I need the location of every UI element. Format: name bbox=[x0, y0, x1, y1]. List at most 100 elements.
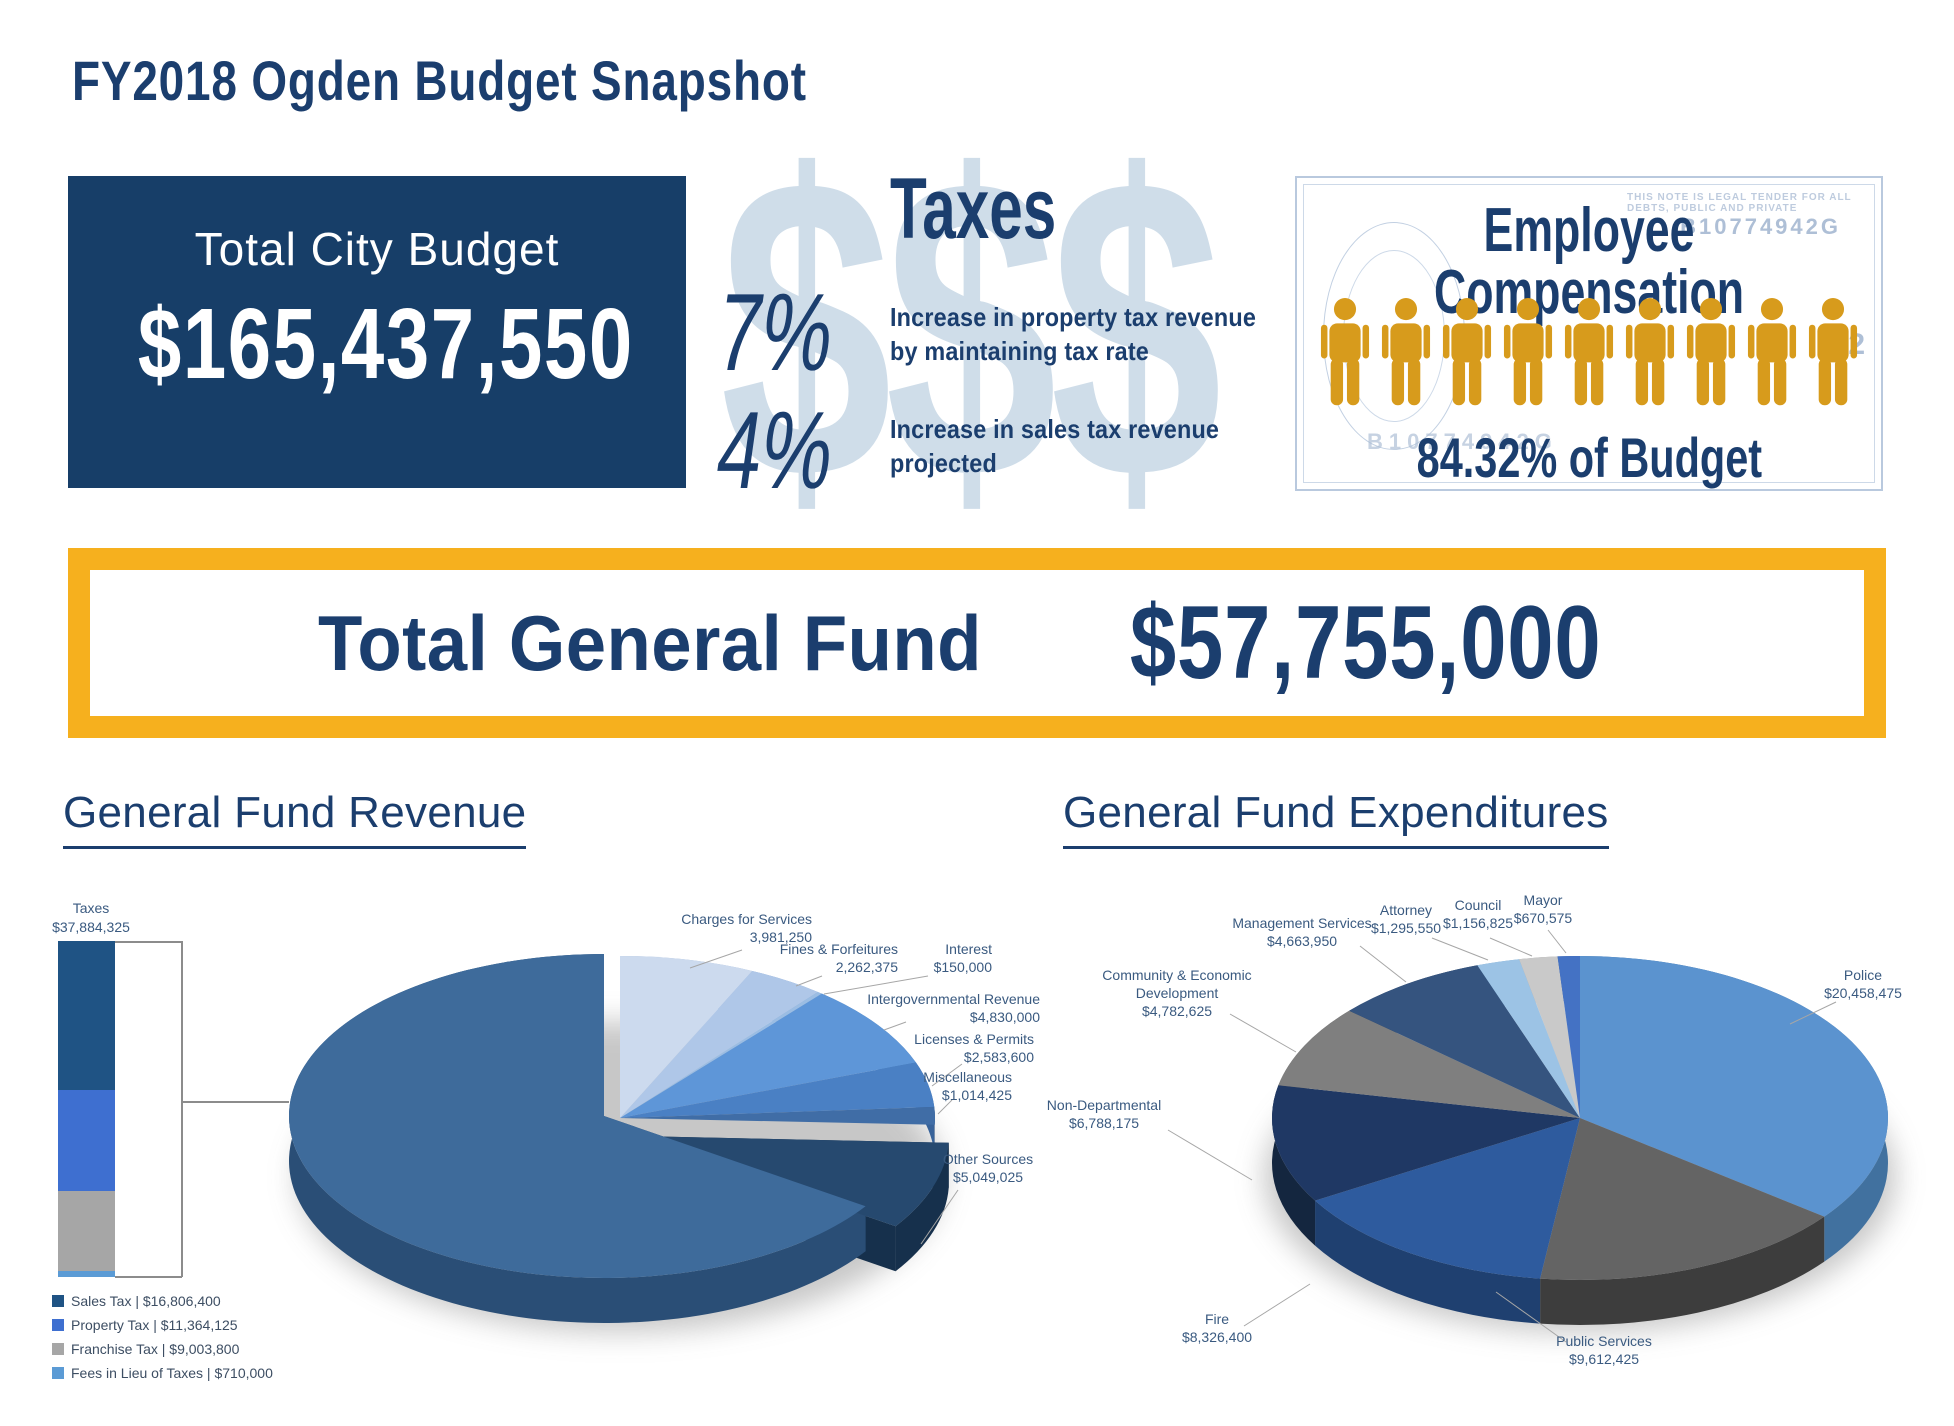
pie-slice-value: 2,262,375 bbox=[835, 959, 898, 975]
taxes-breakdown-bar bbox=[58, 941, 115, 1278]
pie-slice-name: Mayor bbox=[1523, 892, 1563, 908]
sales-tax-percent: 4% bbox=[709, 389, 842, 512]
page-title: FY2018 Ogden Budget Snapshot bbox=[72, 49, 807, 112]
bar-segment-franchise-tax bbox=[58, 1190, 115, 1271]
person-icon bbox=[1686, 298, 1736, 406]
sales-tax-desc-line2: projected bbox=[890, 448, 997, 478]
revenue-chart-title: General Fund Revenue bbox=[63, 788, 527, 849]
pie-slice-value: $1,156,825 bbox=[1442, 915, 1514, 931]
legend-item: Fees in Lieu of Taxes | $710,000 bbox=[52, 1365, 273, 1381]
employee-compensation-panel: THIS NOTE IS LEGAL TENDER FOR ALL DEBTS,… bbox=[1295, 176, 1883, 491]
legend-item: Property Tax | $11,364,125 bbox=[52, 1317, 238, 1333]
pie-slice-value: $4,663,950 bbox=[1266, 933, 1338, 949]
pie-slice-value: 3,981,250 bbox=[749, 929, 812, 945]
bracket-line-vertical bbox=[181, 941, 183, 1277]
pie-slice-label: Police $20,458,475 bbox=[1798, 966, 1928, 1002]
person-icon bbox=[1564, 298, 1614, 406]
bar-segment-sales-tax bbox=[58, 941, 115, 1091]
pie-slice-label: Mayor $670,575 bbox=[1500, 891, 1586, 927]
property-tax-desc-line1: Increase in property tax revenue bbox=[890, 302, 1257, 332]
person-icon bbox=[1320, 298, 1370, 406]
legend-swatch bbox=[52, 1367, 64, 1379]
bracket-line-to-pie bbox=[182, 1101, 289, 1103]
pie-slice-name: Intergovernmental Revenue bbox=[867, 991, 1040, 1007]
pie-slice-name: Fines & Forfeitures bbox=[779, 941, 898, 957]
property-tax-description: Increase in property tax revenue by main… bbox=[890, 300, 1256, 368]
bill-serial-bottom: B10774942G bbox=[1367, 429, 1558, 454]
employee-compensation-footer-text: 84.32% of Budget bbox=[1416, 426, 1762, 489]
pie-slice-label: Miscellaneous $1,014,425 bbox=[866, 1068, 1012, 1104]
property-tax-percent: 7% bbox=[709, 271, 842, 394]
legend-label: Property Tax | $11,364,125 bbox=[71, 1317, 238, 1333]
pie-slice-label: Public Services $9,612,425 bbox=[1538, 1332, 1670, 1368]
pie-slice-name: Attorney bbox=[1379, 902, 1433, 918]
people-icons-row bbox=[1297, 286, 1881, 418]
person-icon bbox=[1442, 298, 1492, 406]
legend-label: Franchise Tax | $9,003,800 bbox=[71, 1341, 240, 1357]
property-tax-desc-line2: by maintaining tax rate bbox=[890, 336, 1150, 366]
pie-slice-name: Licenses & Permits bbox=[914, 1031, 1034, 1047]
bracket-line-bottom bbox=[115, 1276, 182, 1278]
taxes-panel: $ $ $ Taxes 7% Increase in property tax re… bbox=[700, 114, 1300, 544]
legend-item: Sales Tax | $16,806,400 bbox=[52, 1293, 221, 1309]
bracket-line-top bbox=[115, 941, 182, 943]
pie-slice-name: Council bbox=[1454, 897, 1502, 913]
dollar-sign-glyph: $ bbox=[885, 89, 1058, 569]
total-city-budget-card: Total City Budget $165,437,550 bbox=[68, 176, 686, 488]
bill-serial-top: B10774942G bbox=[1680, 214, 1841, 239]
bill-micro-text: THIS NOTE IS LEGAL TENDER FOR ALL DEBTS,… bbox=[1627, 192, 1852, 214]
person-icon bbox=[1808, 298, 1858, 406]
legend-swatch bbox=[52, 1319, 64, 1331]
pie-slice-name: Non-Departmental bbox=[1046, 1097, 1162, 1113]
taxes-breakdown-bar-label: Taxes $37,884,325 bbox=[16, 899, 166, 937]
bar-segment-property-tax bbox=[58, 1090, 115, 1191]
pie-slice-label: Intergovernmental Revenue $4,830,000 bbox=[828, 990, 1040, 1026]
pie-slice-value: $1,295,550 bbox=[1370, 920, 1442, 936]
pie-slice-value: $1,014,425 bbox=[941, 1087, 1012, 1103]
pie-slice-label: Fire $8,326,400 bbox=[1162, 1310, 1272, 1346]
pie-slice-value: $670,575 bbox=[1513, 910, 1573, 926]
pie-slice-label: Licenses & Permits $2,583,600 bbox=[858, 1030, 1034, 1066]
pie-slice-label: Attorney $1,295,550 bbox=[1356, 901, 1456, 937]
pie-slice-value: $150,000 bbox=[933, 959, 992, 975]
expenditure-chart-title: General Fund Expenditures bbox=[1063, 788, 1609, 849]
person-icon bbox=[1747, 298, 1797, 406]
pie-slice-label: Fines & Forfeitures 2,262,375 bbox=[762, 940, 898, 976]
bar-segment-fees-in-lieu-of-taxes bbox=[58, 1270, 115, 1278]
total-general-fund-banner: Total General Fund $57,755,000 bbox=[68, 548, 1886, 738]
legend-swatch bbox=[52, 1343, 64, 1355]
sales-tax-description: Increase in sales tax revenue projected bbox=[890, 412, 1219, 480]
pie-slice-name: Public Services bbox=[1556, 1333, 1652, 1349]
person-icon bbox=[1381, 298, 1431, 406]
taxes-heading: Taxes bbox=[890, 161, 1057, 257]
taxes-bar-label-name: Taxes bbox=[72, 900, 110, 916]
person-icon bbox=[1625, 298, 1675, 406]
total-general-fund-label: Total General Fund bbox=[318, 598, 983, 687]
pie-slice-value: $9,612,425 bbox=[1568, 1351, 1640, 1367]
legend-label: Fees in Lieu of Taxes | $710,000 bbox=[71, 1365, 273, 1381]
pie-slice-value: $4,782,625 bbox=[1141, 1003, 1213, 1019]
pie-slice-name: Management Services bbox=[1232, 915, 1372, 931]
employee-compensation-footer: 84.32% of Budget bbox=[1297, 430, 1881, 486]
pie-slice-label: Interest $150,000 bbox=[888, 940, 992, 976]
sales-tax-desc-line1: Increase in sales tax revenue bbox=[890, 414, 1220, 444]
pie-slice-label: Management Services $4,663,950 bbox=[1216, 914, 1388, 950]
pie-slice-value: $5,049,025 bbox=[952, 1169, 1024, 1185]
pie-slice-name: Fire bbox=[1204, 1311, 1230, 1327]
total-general-fund-amount: $57,755,000 bbox=[1130, 584, 1602, 701]
total-city-budget-amount: $165,437,550 bbox=[137, 288, 634, 400]
pie-slice-label: Charges for Services 3,981,250 bbox=[640, 910, 812, 946]
legend-swatch bbox=[52, 1295, 64, 1307]
dollar-sign-glyph: $ bbox=[1050, 89, 1223, 569]
pie-slice-name: Charges for Services bbox=[681, 911, 812, 927]
pie-slice-name: Other Sources bbox=[942, 1151, 1034, 1167]
pie-slice-value: $20,458,475 bbox=[1824, 985, 1902, 1001]
pie-slice-value: $2,583,600 bbox=[963, 1049, 1034, 1065]
legend-label: Sales Tax | $16,806,400 bbox=[71, 1293, 221, 1309]
person-icon bbox=[1503, 298, 1553, 406]
pie-slice-label: Community & Economic Development $4,782,6… bbox=[1092, 966, 1262, 1020]
pie-slice-value: $4,830,000 bbox=[969, 1009, 1040, 1025]
pie-slice-name: Interest bbox=[945, 941, 992, 957]
pie-slice-label: Non-Departmental $6,788,175 bbox=[1038, 1096, 1170, 1132]
